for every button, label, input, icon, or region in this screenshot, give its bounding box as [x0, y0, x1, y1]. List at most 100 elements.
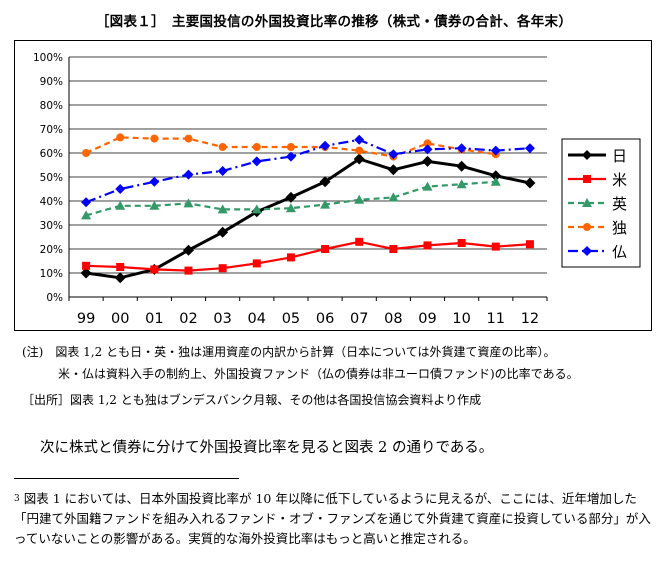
data-point-series-5 [183, 169, 194, 180]
data-point-series-1 [456, 160, 468, 172]
data-point-series-5 [490, 145, 501, 156]
data-point-series-5 [524, 143, 535, 154]
y-tick-label: 10% [40, 268, 63, 280]
y-tick-label: 90% [40, 76, 63, 88]
data-point-series-4 [150, 134, 159, 143]
legend-marker-1 [582, 150, 592, 160]
x-tick-label: 05 [282, 311, 300, 327]
data-point-series-3 [320, 199, 331, 209]
data-point-series-5 [149, 176, 160, 187]
x-tick-label: 11 [487, 311, 505, 327]
footnote-text: 図表 1 においては、日本外国投資比率が 10 年以降に低下しているように見える… [14, 491, 651, 546]
data-point-series-4 [286, 143, 295, 151]
note-text-continued: 米・仏は資料入手の制約上、外国投資ファンド（仏の債券は非ユーロ債ファンド)の比率… [58, 367, 579, 381]
line-chart: 0% 10% 20% 30% 40% 50% 60% 70% 80% 90% 100% 99 00 01 0… [33, 52, 641, 327]
data-point-series-1 [490, 170, 502, 182]
data-point-series-5 [115, 184, 126, 194]
legend-label: 仏 [612, 243, 627, 261]
y-tick-label: 40% [40, 196, 63, 208]
x-tick-label: 07 [350, 311, 368, 327]
data-point-series-1 [353, 153, 365, 165]
data-point-series-3 [183, 198, 194, 208]
body-paragraph: 次に株式と債券に分けて外国投資比率を見ると図表 2 の通りである。 [40, 440, 494, 456]
data-point-series-2 [286, 253, 295, 262]
data-point-series-2 [252, 259, 261, 268]
data-point-series-1 [319, 176, 331, 188]
y-tick-label: 80% [40, 100, 63, 112]
data-point-series-2 [423, 241, 432, 250]
x-tick-label: 10 [452, 311, 470, 327]
data-point-series-2 [491, 242, 500, 251]
data-point-series-3 [490, 176, 501, 186]
legend-marker-2 [583, 175, 591, 183]
data-point-series-1 [217, 226, 229, 238]
data-point-series-4 [423, 139, 432, 148]
data-point-series-3 [456, 179, 467, 189]
data-point-series-5 [456, 143, 467, 154]
data-point-series-1 [114, 272, 126, 284]
legend-label: 英 [612, 195, 627, 213]
data-point-series-2 [321, 245, 330, 253]
series-line-2 [86, 240, 531, 272]
source-note: ［出所］図表 1,2 とも独はブンデスバンク月報、その他は各国投信協会資料より作… [22, 393, 482, 407]
data-point-series-3 [422, 181, 433, 191]
x-tick-label: 04 [248, 311, 266, 327]
data-point-series-2 [82, 261, 91, 270]
x-tick-label: 08 [384, 311, 402, 327]
x-tick-label: 09 [418, 311, 436, 327]
data-point-series-2 [116, 263, 125, 271]
data-point-series-4 [218, 143, 227, 151]
data-point-series-2 [389, 245, 398, 253]
legend-label: 独 [612, 219, 627, 237]
data-point-series-3 [217, 204, 228, 214]
y-tick-label: 70% [40, 124, 63, 136]
data-point-series-5 [354, 134, 365, 145]
legend-label: 米 [612, 171, 627, 189]
y-tick-label: 20% [40, 244, 63, 256]
series-line-5 [85, 138, 531, 204]
data-point-series-4 [184, 134, 193, 143]
data-point-series-1 [183, 244, 194, 256]
x-tick-label: 02 [179, 311, 197, 327]
data-point-series-2 [150, 265, 159, 274]
data-point-series-5 [285, 151, 296, 162]
data-point-series-3 [388, 192, 399, 202]
footnote: 3 図表 1 においては、日本外国投資比率が 10 年以降に低下しているように見え… [14, 489, 654, 549]
y-tick-label: 50% [40, 172, 63, 184]
data-point-series-5 [388, 149, 399, 160]
data-point-series-4 [355, 146, 364, 155]
data-point-series-4 [116, 133, 125, 142]
x-tick-label: 06 [316, 311, 334, 327]
data-point-series-3 [81, 210, 92, 220]
data-point-series-1 [524, 177, 536, 189]
x-tick-label: 01 [145, 311, 163, 327]
data-point-series-3 [115, 200, 126, 210]
y-tick-label: 30% [40, 220, 63, 232]
data-point-series-5 [422, 144, 433, 155]
data-point-series-1 [387, 164, 399, 176]
data-point-series-4 [252, 143, 261, 151]
data-point-series-1 [422, 155, 433, 167]
chart-title: ［図表１］ 主要国投信の外国投資比率の推移（株式・債券の合計、各年末） [95, 14, 573, 30]
data-point-series-2 [525, 240, 534, 249]
data-point-series-3 [251, 204, 262, 214]
data-point-series-2 [184, 266, 193, 275]
data-point-series-2 [355, 237, 364, 246]
y-tick-label: 0% [46, 292, 63, 304]
data-point-series-5 [217, 166, 228, 176]
series-line-1 [85, 157, 531, 280]
data-point-series-1 [285, 191, 297, 203]
x-tick-label: 03 [213, 311, 231, 327]
data-point-series-3 [149, 200, 160, 210]
x-tick-label: 99 [77, 311, 95, 327]
data-point-series-2 [457, 239, 466, 247]
note-text: (注) 図表 1,2 とも日・英・独は運用資産の内訳から計算（日本については外貨… [22, 345, 556, 359]
data-point-series-3 [354, 194, 365, 204]
footnote-mark: 3 [14, 494, 20, 504]
data-point-series-5 [320, 140, 331, 151]
data-point-series-2 [218, 264, 227, 273]
chart-frame: 0% 10% 20% 30% 40% 50% 60% 70% 80% 90% 100% 99 00 01 0… [14, 40, 652, 331]
legend-marker-4 [583, 223, 591, 231]
y-tick-label: 100% [33, 52, 63, 64]
legend-label: 日 [612, 147, 627, 165]
